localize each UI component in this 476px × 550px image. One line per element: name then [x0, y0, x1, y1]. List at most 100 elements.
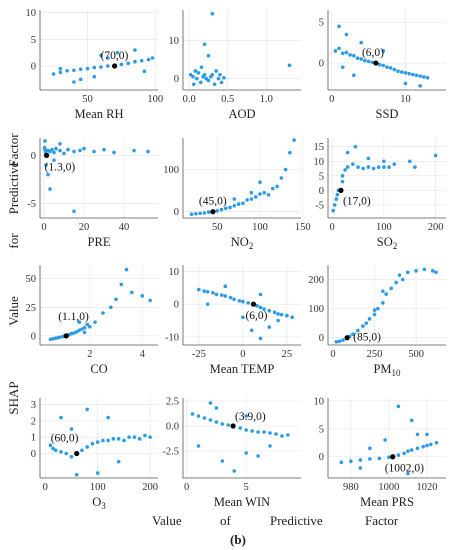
data-point [48, 187, 52, 191]
data-point [139, 58, 144, 63]
data-point [214, 420, 219, 424]
highlight-point [338, 187, 344, 193]
data-point [400, 277, 405, 282]
x-tick-label: 0 [329, 94, 334, 105]
y-tick-label: 0.0 [166, 422, 179, 433]
subplot-panel: 0 100 200 -5 0 5 10 15 SO2 (17,0) [314, 138, 446, 251]
data-point [101, 438, 105, 443]
y-tick-label: 10 [169, 267, 180, 278]
data-point [381, 301, 385, 305]
x-tick-label: 1000 [378, 482, 399, 493]
x-tick-label: 1.0 [260, 94, 273, 105]
data-point [356, 165, 360, 169]
x-tick-label: 250 [367, 349, 383, 360]
data-point [90, 441, 95, 446]
data-point [285, 313, 289, 318]
data-point [111, 437, 116, 441]
data-point [58, 148, 62, 153]
data-point [366, 165, 371, 169]
data-point [244, 414, 248, 418]
data-point [286, 433, 290, 437]
data-point [349, 459, 353, 464]
data-point [72, 68, 76, 73]
subplot-panel: 0 20 40 -5 0 PRE (1.3,0) [27, 138, 158, 249]
y-tick-label: 0 [319, 59, 324, 70]
data-point [140, 294, 145, 298]
y-tick-label: 10 [314, 157, 325, 168]
data-point [46, 172, 50, 177]
x-tick-label: 100 [90, 482, 106, 493]
data-point [270, 186, 275, 191]
data-point [276, 312, 280, 316]
data-point [48, 443, 53, 448]
data-point [51, 446, 55, 451]
data-point [434, 440, 439, 445]
data-point [238, 426, 243, 430]
data-point [228, 205, 232, 210]
data-point [95, 440, 100, 444]
data-point [241, 299, 245, 304]
data-point [222, 76, 226, 80]
data-point [433, 153, 438, 158]
x-tick-label: 0 [184, 482, 189, 493]
data-point [413, 165, 417, 169]
data-point [406, 471, 410, 476]
data-point [276, 318, 280, 323]
subplot-panel: 0 100 200 0 1 2 3 O3 (60,0) [31, 398, 158, 511]
data-point [368, 446, 372, 451]
x-axis-label: Mean RH [75, 107, 124, 121]
data-point [428, 442, 433, 447]
data-point [418, 74, 422, 78]
data-point [262, 307, 266, 311]
data-point [418, 84, 422, 88]
data-point [124, 267, 129, 272]
data-point [345, 165, 350, 169]
x-tick-label: 100 [147, 94, 163, 105]
data-point [132, 435, 137, 439]
x-tick-label: 100 [376, 222, 392, 233]
y-tick-label: 100 [308, 304, 324, 315]
x-tick-label: 0 [240, 349, 245, 360]
data-point [65, 69, 69, 73]
data-point [258, 292, 263, 297]
data-point [92, 149, 96, 154]
x-tick-label: 50 [82, 94, 93, 105]
data-point [43, 139, 47, 143]
data-point [364, 321, 369, 325]
data-point [82, 326, 87, 330]
data-point [202, 416, 207, 420]
data-point [421, 444, 425, 449]
data-point [381, 289, 385, 293]
data-point [232, 197, 237, 201]
data-point [340, 51, 345, 56]
data-point [210, 12, 215, 16]
highlight-point [210, 209, 216, 215]
data-point [232, 469, 237, 473]
data-point [262, 430, 266, 434]
data-point [334, 197, 339, 201]
data-point [88, 324, 92, 329]
x-axis-label: PRE [88, 235, 111, 249]
data-point [212, 82, 217, 87]
data-point [402, 451, 406, 456]
data-point [196, 444, 201, 448]
subplot-panel: 2 4 0 25 50 CO (1.1,0) [26, 265, 158, 376]
y-tick-label: 0 [174, 74, 179, 85]
data-point [341, 338, 345, 342]
x-tick-label: 980 [343, 482, 359, 493]
data-point [216, 76, 221, 81]
data-point [258, 336, 263, 341]
shared-ylabel-word: SHAP [6, 381, 21, 415]
data-point [92, 65, 97, 70]
data-point [205, 289, 210, 294]
y-tick-label: 0 [174, 207, 179, 218]
y-tick-label: 0 [319, 452, 324, 463]
x-tick-label: 500 [408, 349, 424, 360]
data-point [290, 315, 294, 320]
x-axis-label: AOD [228, 107, 255, 121]
data-point [392, 162, 397, 166]
data-point [388, 66, 393, 70]
data-point [194, 211, 198, 216]
x-axis-label: O3 [92, 495, 106, 511]
y-tick-label: 0 [174, 300, 179, 311]
